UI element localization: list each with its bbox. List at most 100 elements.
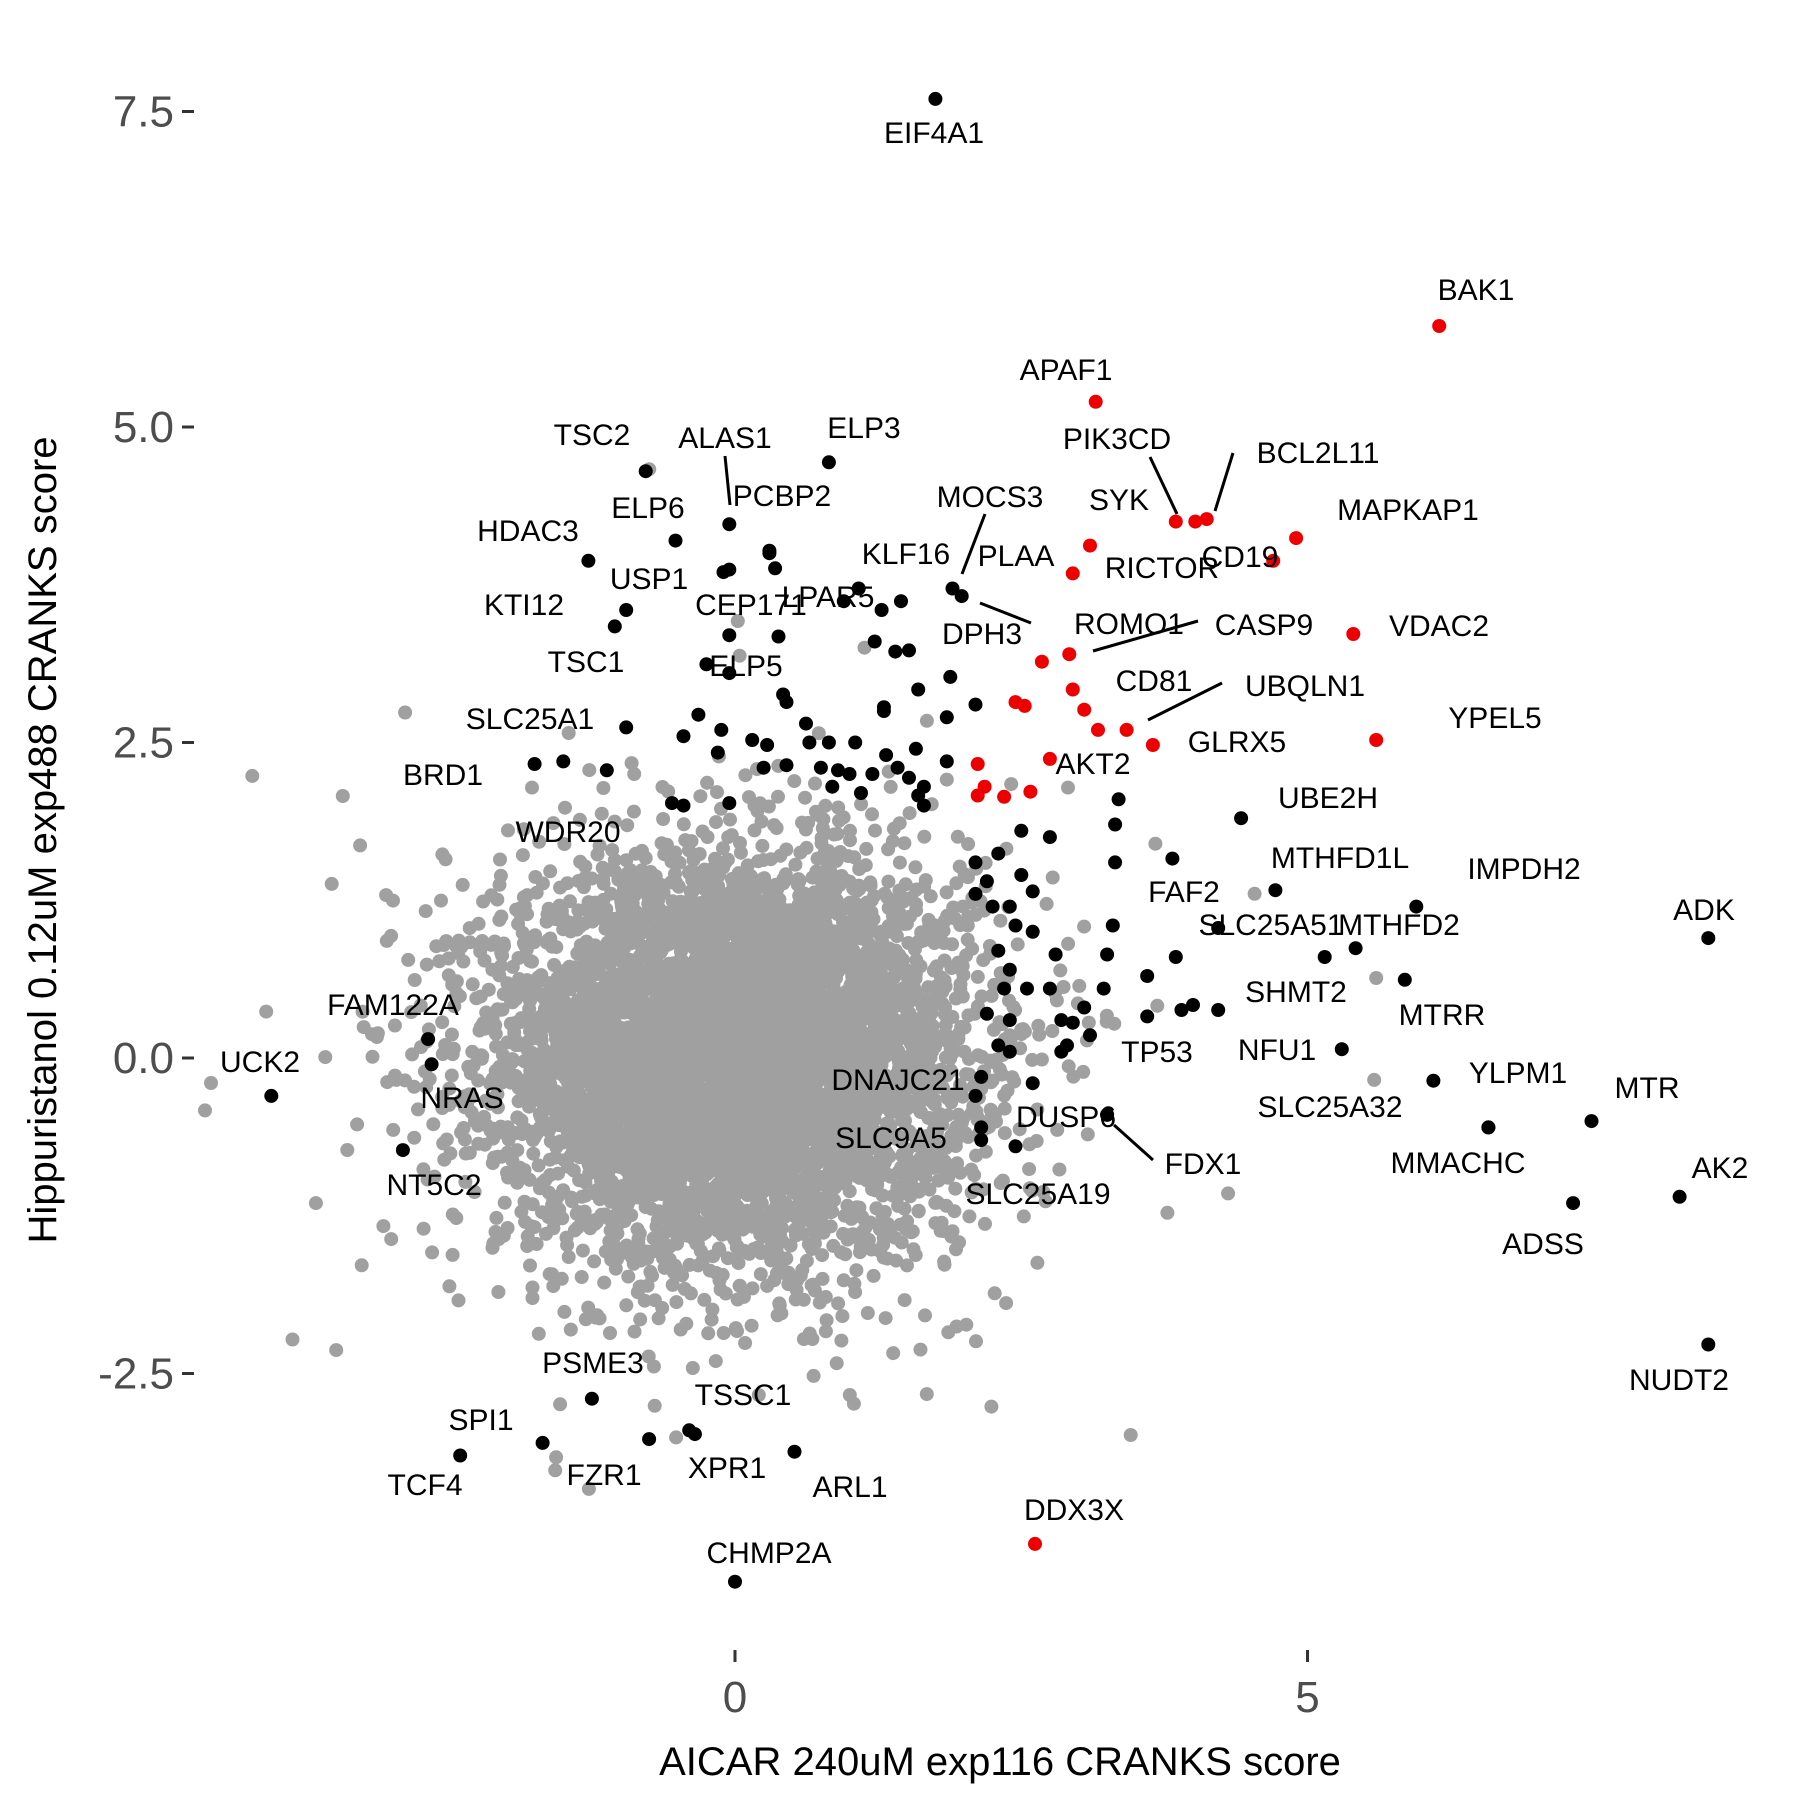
background-point bbox=[643, 1264, 658, 1279]
background-point bbox=[731, 1256, 746, 1271]
background-point bbox=[929, 979, 944, 994]
background-point bbox=[592, 838, 607, 853]
background-point bbox=[535, 1205, 549, 1220]
background-point bbox=[1029, 1134, 1044, 1148]
background-point bbox=[769, 1224, 784, 1239]
background-point bbox=[453, 1094, 468, 1108]
background-point bbox=[886, 1346, 901, 1361]
background-point bbox=[578, 859, 593, 874]
background-point bbox=[376, 1219, 391, 1234]
background-point bbox=[526, 1146, 541, 1161]
background-point bbox=[831, 800, 846, 815]
background-point bbox=[621, 1269, 636, 1284]
background-point bbox=[811, 726, 826, 741]
background-point bbox=[444, 1027, 459, 1042]
background-point bbox=[693, 789, 708, 804]
background-point bbox=[551, 1166, 565, 1181]
background-point bbox=[676, 817, 691, 832]
background-point bbox=[505, 959, 520, 974]
background-point bbox=[1052, 1162, 1067, 1177]
background-point bbox=[955, 989, 970, 1004]
background-point bbox=[829, 1356, 844, 1371]
background-point bbox=[407, 1130, 422, 1145]
background-point bbox=[747, 823, 762, 838]
background-point bbox=[407, 973, 422, 987]
background-point bbox=[907, 942, 922, 957]
background-point bbox=[859, 841, 874, 856]
background-point bbox=[523, 1258, 537, 1273]
background-point bbox=[994, 1067, 1009, 1081]
background-point bbox=[908, 860, 923, 875]
background-point bbox=[751, 1388, 766, 1402]
background-point bbox=[951, 1107, 966, 1122]
background-point bbox=[716, 841, 730, 856]
background-point bbox=[356, 1020, 371, 1035]
background-point bbox=[434, 893, 448, 908]
background-point bbox=[732, 1278, 747, 1293]
background-point bbox=[1066, 1069, 1081, 1084]
background-point bbox=[1030, 1255, 1045, 1270]
background-point bbox=[878, 1311, 893, 1326]
background-point bbox=[644, 1201, 659, 1216]
background-point bbox=[806, 1368, 821, 1383]
background-point bbox=[958, 1126, 973, 1141]
background-point bbox=[744, 1318, 759, 1333]
background-point bbox=[596, 872, 611, 886]
background-point bbox=[830, 826, 845, 841]
background-point bbox=[876, 1231, 891, 1245]
background-point bbox=[501, 823, 515, 838]
background-point bbox=[419, 957, 434, 972]
background-point bbox=[976, 953, 991, 968]
background-point bbox=[571, 903, 586, 918]
background-point bbox=[849, 1263, 864, 1278]
background-point bbox=[525, 1280, 540, 1295]
background-point bbox=[755, 838, 770, 853]
background-point bbox=[510, 1110, 525, 1125]
background-point bbox=[1061, 936, 1076, 951]
background-point bbox=[931, 1173, 946, 1188]
background-point bbox=[563, 1322, 578, 1337]
background-point bbox=[913, 959, 928, 974]
background-point bbox=[605, 843, 620, 858]
background-point bbox=[681, 865, 696, 880]
background-point bbox=[878, 1165, 893, 1180]
background-point bbox=[834, 1245, 848, 1260]
background-point bbox=[1148, 836, 1163, 851]
background-point bbox=[661, 784, 676, 799]
background-point bbox=[489, 1210, 504, 1225]
background-point bbox=[730, 1292, 745, 1307]
background-point bbox=[419, 1080, 434, 1095]
background-point bbox=[835, 1309, 850, 1324]
background-point bbox=[416, 1221, 431, 1236]
background-point bbox=[753, 796, 767, 811]
background-point bbox=[458, 1146, 473, 1161]
background-point bbox=[620, 818, 635, 833]
background-point bbox=[705, 1302, 720, 1317]
background-point bbox=[442, 1081, 457, 1096]
background-point bbox=[950, 1156, 965, 1171]
background-point bbox=[495, 1002, 510, 1017]
background-point bbox=[581, 1300, 596, 1315]
background-point bbox=[543, 864, 558, 879]
background-point bbox=[649, 1219, 664, 1234]
background-point bbox=[571, 1220, 585, 1235]
background-point bbox=[451, 1293, 466, 1308]
background-point bbox=[801, 815, 816, 830]
background-point bbox=[473, 944, 488, 959]
background-point bbox=[671, 904, 686, 919]
background-point bbox=[490, 892, 505, 907]
background-point bbox=[798, 790, 812, 805]
background-point bbox=[1010, 937, 1025, 952]
background-point bbox=[1061, 1059, 1076, 1074]
background-point bbox=[370, 1026, 385, 1041]
background-point bbox=[997, 1088, 1012, 1103]
background-point bbox=[950, 829, 965, 844]
background-point bbox=[607, 814, 622, 829]
background-point bbox=[546, 816, 561, 831]
background-point bbox=[561, 1250, 576, 1264]
background-point bbox=[574, 1270, 589, 1284]
background-point bbox=[571, 1205, 585, 1219]
background-point bbox=[772, 1298, 787, 1313]
background-point bbox=[465, 977, 480, 992]
background-point bbox=[387, 1018, 402, 1033]
